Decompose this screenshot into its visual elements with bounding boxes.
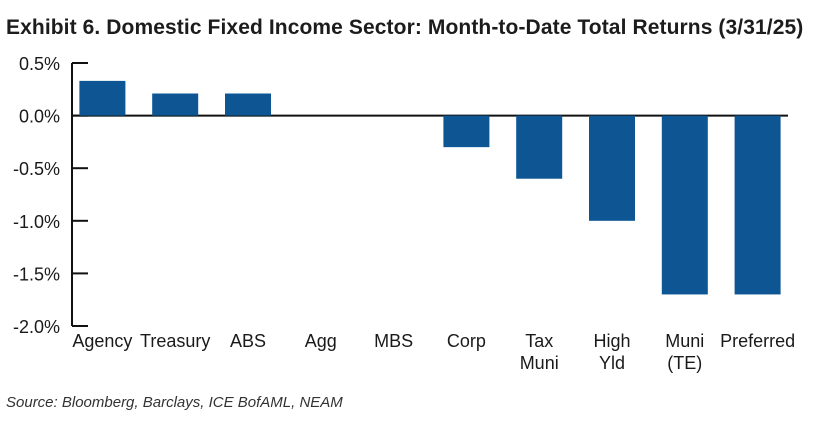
x-tick-label: Treasury <box>140 331 210 351</box>
bar <box>79 80 126 116</box>
y-tick-label: -2.0% <box>13 317 60 337</box>
x-tick-label: Preferred <box>720 331 795 351</box>
x-tick-label: Yld <box>599 353 625 373</box>
x-tick-label: Agg <box>305 331 337 351</box>
x-tick-label: Corp <box>447 331 486 351</box>
bar <box>225 93 271 116</box>
x-axis-labels: Agency Treasury ABS Agg MBS Corp TaxMuniHighYl… <box>72 331 795 373</box>
source-note: Source: Bloomberg, Barclays, ICE BofAML,… <box>6 394 343 411</box>
x-tick-label: Muni <box>520 353 559 373</box>
bar <box>152 93 199 116</box>
x-tick-label: Tax <box>525 331 553 351</box>
x-tick-label: ABS <box>230 331 266 351</box>
x-tick-label: (TE) <box>667 353 702 373</box>
bar <box>516 115 563 179</box>
y-tick-label: -0.5% <box>13 159 60 179</box>
y-tick-label: 0.0% <box>19 107 60 127</box>
bar <box>661 115 708 295</box>
bar <box>589 115 635 221</box>
x-tick-label: Agency <box>72 331 132 351</box>
y-tick-label: -1.5% <box>13 264 60 284</box>
bar <box>734 115 781 295</box>
x-tick-label: Muni <box>665 331 704 351</box>
x-tick-label: High <box>593 331 630 351</box>
y-tick-label: -1.0% <box>13 212 60 232</box>
y-tick-label: 0.5% <box>19 54 60 74</box>
chart-title: Exhibit 6. Domestic Fixed Income Sector:… <box>6 16 804 39</box>
x-tick-label: MBS <box>374 331 413 351</box>
bar <box>443 115 490 148</box>
y-axis: 0.5% 0.0% -0.5% -1.0% -1.5% -2.0% <box>13 54 788 337</box>
bars <box>79 80 781 295</box>
